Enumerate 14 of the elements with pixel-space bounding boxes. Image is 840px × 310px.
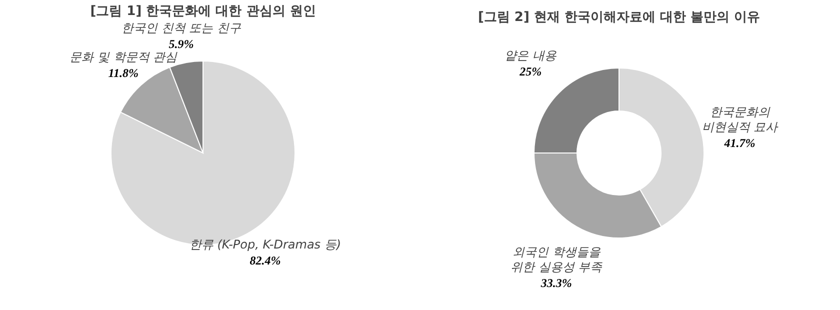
slice-label: 한국문화의 비현실적 묘사 — [702, 104, 779, 134]
slice-label: 한류 (K-Pop, K-Dramas 등) — [189, 237, 342, 252]
data-label: 41.7% — [723, 136, 756, 150]
chart-title: [그림 2] 현재 한국이해자료에 대한 불만의 이유 — [478, 10, 760, 25]
chart-title: [그림 1] 한국문화에 대한 관심의 원인 — [90, 4, 316, 20]
data-label: 82.4% — [250, 253, 281, 268]
data-label: 11.8% — [108, 66, 139, 80]
data-label: 5.9% — [168, 37, 194, 52]
slice-label: 외국인 학생들을 위한 실용성 부족 — [510, 245, 604, 274]
data-label: 25% — [518, 64, 542, 79]
slice-label: 한국인 친척 또는 친구 — [122, 21, 241, 36]
slice-label: 문화 및 학문적 관심 — [70, 50, 178, 64]
slice-label: 얕은 내용 — [504, 48, 557, 63]
data-label: 33.3% — [540, 276, 572, 290]
